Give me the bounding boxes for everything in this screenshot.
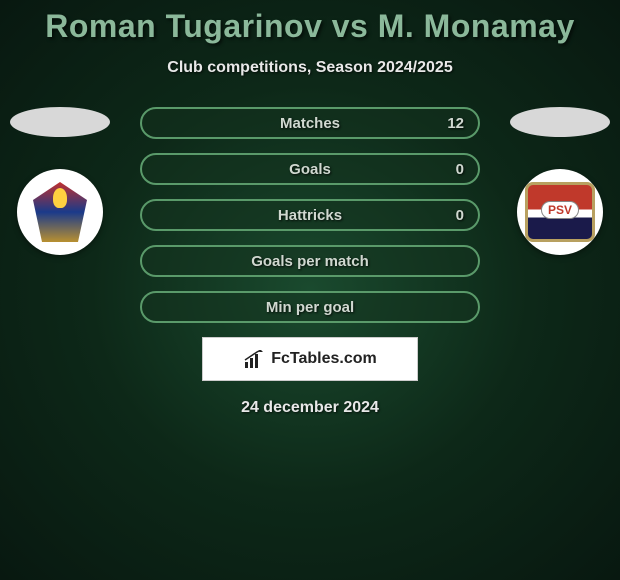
subtitle: Club competitions, Season 2024/2025 <box>0 59 620 77</box>
brand-box[interactable]: FcTables.com <box>202 337 418 381</box>
stat-value: 12 <box>447 115 464 132</box>
chart-icon <box>243 350 265 368</box>
stat-row-hattricks: Hattricks 0 <box>140 199 480 231</box>
telstar-badge-icon <box>30 182 90 242</box>
stat-row-goals-per-match: Goals per match <box>140 245 480 277</box>
psv-badge-icon: PSV <box>525 182 595 242</box>
stat-label: Min per goal <box>266 299 354 316</box>
date-text: 24 december 2024 <box>0 399 620 417</box>
stat-label: Matches <box>280 115 340 132</box>
stat-label: Goals <box>289 161 331 178</box>
page-title: Roman Tugarinov vs M. Monamay <box>0 0 620 45</box>
brand-text: FcTables.com <box>271 350 377 368</box>
psv-badge-label: PSV <box>541 201 579 219</box>
stat-value: 0 <box>456 161 464 178</box>
stat-value: 0 <box>456 207 464 224</box>
stat-row-goals: Goals 0 <box>140 153 480 185</box>
stat-label: Hattricks <box>278 207 342 224</box>
left-player-oval <box>10 107 110 137</box>
right-team-badge: PSV <box>510 162 610 262</box>
left-team-badge <box>10 162 110 262</box>
stat-label: Goals per match <box>251 253 369 270</box>
stats-bars: Matches 12 Goals 0 Hattricks 0 Goals per… <box>140 107 480 323</box>
stat-row-matches: Matches 12 <box>140 107 480 139</box>
right-player-oval <box>510 107 610 137</box>
comparison-panel: PSV Matches 12 Goals 0 Hattricks 0 Goals… <box>0 107 620 417</box>
stat-row-min-per-goal: Min per goal <box>140 291 480 323</box>
